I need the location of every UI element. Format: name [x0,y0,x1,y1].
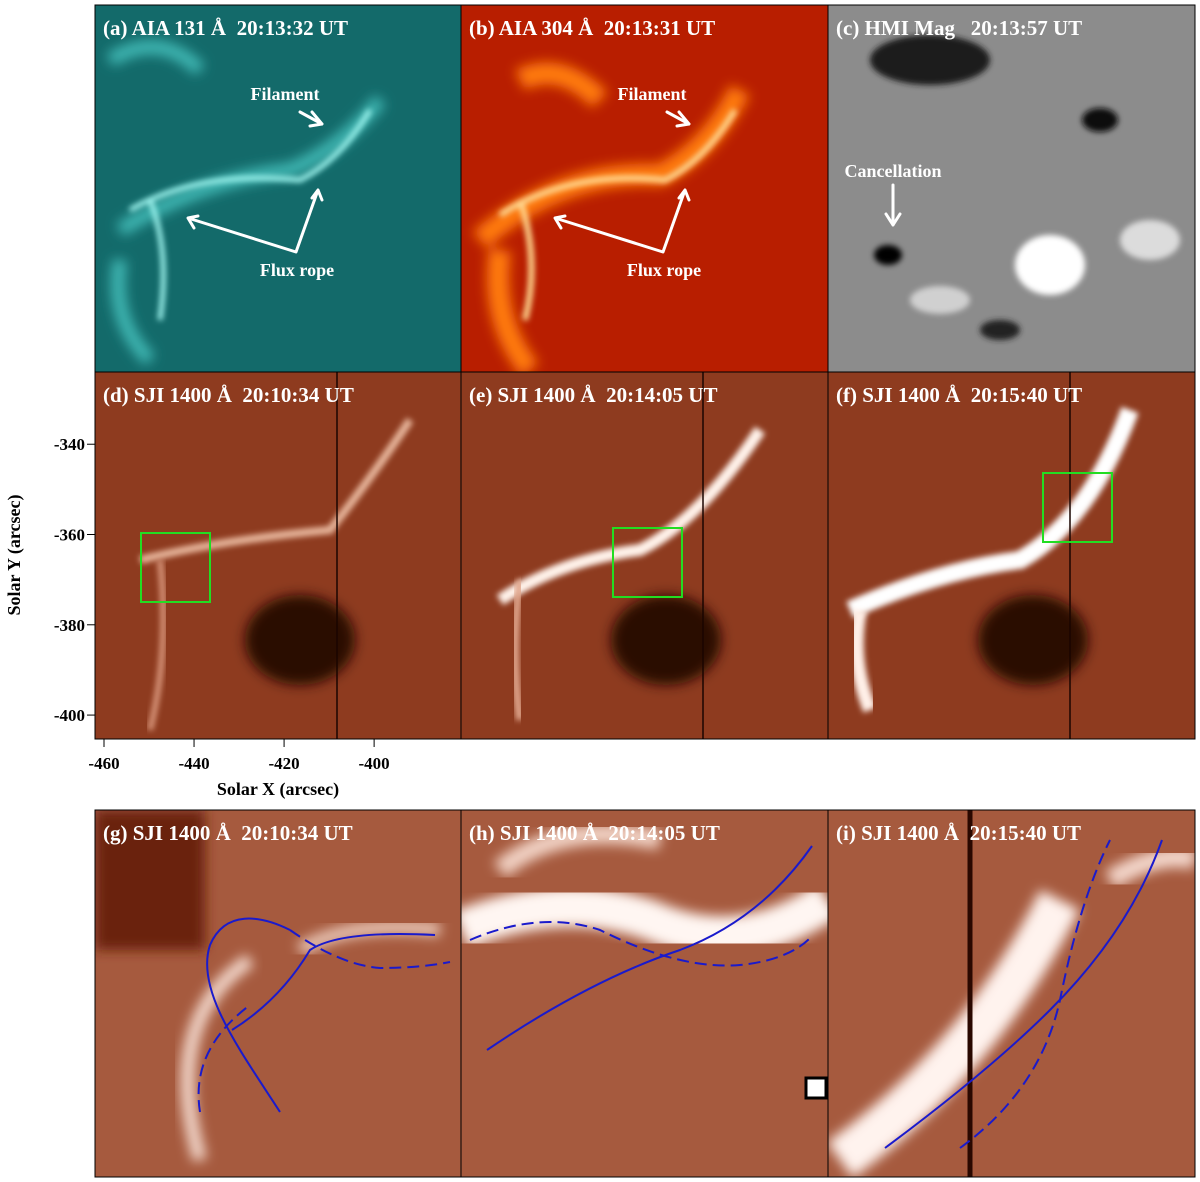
y-axis-label: Solar Y (arcsec) [4,495,25,616]
panel-label: (a) AIA 131 Å 20:13:32 UT [103,16,348,40]
image-c [828,5,1195,372]
image-d [95,372,461,739]
annotation: Flux rope [627,260,701,280]
panel-label: (c) HMI Mag 20:13:57 UT [836,16,1082,40]
arrows [186,110,902,254]
region-boxes [140,472,1113,603]
panel-label: (e) SJI 1400 Å 20:14:05 UT [469,383,717,407]
flux-rope-curves [197,839,1163,1149]
y-tick-label: -360 [54,526,85,545]
annotation: Cancellation [845,161,942,181]
y-tick-label: -400 [54,706,85,725]
x-tick-label: -420 [268,754,299,773]
x-axis-label: Solar X (arcsec) [217,779,339,800]
image-a [95,5,461,372]
panel-label: (b) AIA 304 Å 20:13:31 UT [469,16,715,40]
panel-label: (f) SJI 1400 Å 20:15:40 UT [836,383,1082,407]
x-tick-label: -440 [178,754,209,773]
image-i [828,810,1195,1177]
annotation: Filament [251,84,320,104]
annotation: Filament [618,84,687,104]
panel-frames [94,4,1196,1178]
y-tick-label: -380 [54,616,85,635]
panel-label: (h) SJI 1400 Å 20:14:05 UT [469,821,720,845]
panel-label: (g) SJI 1400 Å 20:10:34 UT [103,821,353,845]
panel-label: (d) SJI 1400 Å 20:10:34 UT [103,383,354,407]
image-h [461,810,828,1177]
x-tick-label: -460 [88,754,119,773]
y-tick-label: -340 [54,435,85,454]
annotation: Flux rope [260,260,334,280]
image-f [828,372,1195,739]
x-tick-label: -400 [359,754,390,773]
image-b [461,5,828,372]
panel-label: (i) SJI 1400 Å 20:15:40 UT [836,821,1081,845]
image-e [461,372,828,739]
